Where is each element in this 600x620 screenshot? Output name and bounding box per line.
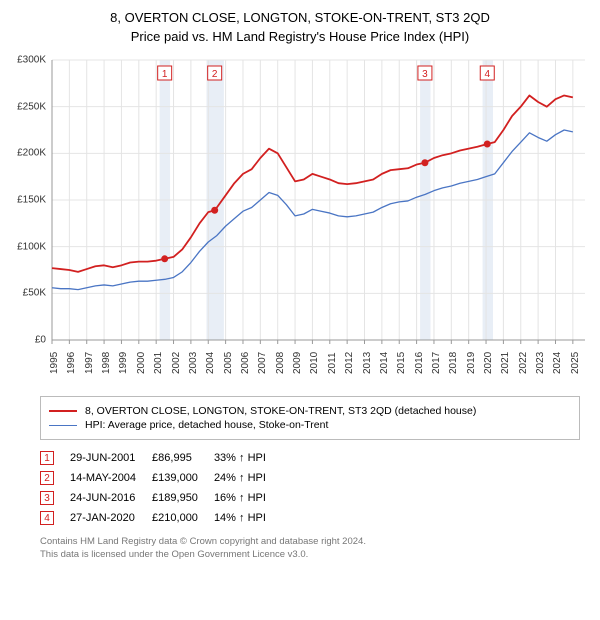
sale-pct: 14% ↑ HPI [214,508,282,528]
sale-badge: 2 [40,471,54,485]
x-tick-label: 2006 [240,352,251,374]
x-tick-label: 2008 [275,352,286,374]
x-tick-label: 1996 [66,352,77,374]
sale-pct: 33% ↑ HPI [214,448,282,468]
x-tick-label: 2007 [257,352,268,374]
y-tick-label: £150K [10,195,46,206]
sales-row: 4 27-JAN-2020£210,00014% ↑ HPI [40,508,282,528]
sales-row: 2 14-MAY-2004£139,00024% ↑ HPI [40,468,282,488]
svg-text:4: 4 [484,69,490,80]
title-address: 8, OVERTON CLOSE, LONGTON, STOKE-ON-TREN… [10,10,590,25]
x-tick-label: 2024 [552,352,563,374]
x-tick-label: 2019 [466,352,477,374]
y-tick-label: £100K [10,241,46,252]
y-tick-label: £50K [10,288,46,299]
x-tick-label: 1998 [101,352,112,374]
sale-badge: 3 [40,491,54,505]
x-tick-label: 1999 [118,352,129,374]
legend-swatch-subject [49,410,77,412]
y-tick-label: £300K [10,55,46,66]
legend-row-hpi: HPI: Average price, detached house, Stok… [49,419,571,431]
report-container: 8, OVERTON CLOSE, LONGTON, STOKE-ON-TREN… [0,0,600,572]
x-tick-label: 2004 [205,352,216,374]
sales-row: 3 24-JUN-2016£189,95016% ↑ HPI [40,488,282,508]
x-tick-label: 1997 [84,352,95,374]
x-tick-label: 2005 [223,352,234,374]
y-tick-label: £200K [10,148,46,159]
x-tick-label: 2013 [362,352,373,374]
x-tick-label: 2010 [309,352,320,374]
sale-date: 14-MAY-2004 [70,468,152,488]
sale-price: £210,000 [152,508,214,528]
sale-badge: 4 [40,511,54,525]
legend: 8, OVERTON CLOSE, LONGTON, STOKE-ON-TREN… [40,396,580,440]
price-chart: 1 2 3 4 £0 £50K £100K £150K £200K £250K £300K 1995 1… [10,50,590,390]
y-tick-label: £250K [10,101,46,112]
footer-line1: Contains HM Land Registry data © Crown c… [40,536,580,549]
sale-price: £139,000 [152,468,214,488]
sales-table: 1 29-JUN-2001£86,99533% ↑ HPI 2 14-MAY-2004… [40,448,282,528]
x-tick-label: 2023 [535,352,546,374]
x-tick-label: 2001 [153,352,164,374]
x-tick-label: 2009 [292,352,303,374]
sale-date: 24-JUN-2016 [70,488,152,508]
x-tick-label: 2016 [414,352,425,374]
legend-label-hpi: HPI: Average price, detached house, Stok… [85,419,328,431]
attribution-footer: Contains HM Land Registry data © Crown c… [40,536,580,562]
title-block: 8, OVERTON CLOSE, LONGTON, STOKE-ON-TREN… [10,10,590,44]
x-tick-label: 2014 [379,352,390,374]
y-tick-label: £0 [10,335,46,346]
sale-pct: 16% ↑ HPI [214,488,282,508]
x-tick-label: 2015 [396,352,407,374]
x-tick-label: 2017 [431,352,442,374]
legend-row-subject: 8, OVERTON CLOSE, LONGTON, STOKE-ON-TREN… [49,405,571,417]
sale-date: 29-JUN-2001 [70,448,152,468]
x-tick-label: 2000 [136,352,147,374]
x-tick-label: 2025 [570,352,581,374]
sale-date: 27-JAN-2020 [70,508,152,528]
x-tick-label: 2012 [344,352,355,374]
sale-price: £189,950 [152,488,214,508]
x-tick-label: 2020 [483,352,494,374]
x-tick-label: 2018 [448,352,459,374]
legend-label-subject: 8, OVERTON CLOSE, LONGTON, STOKE-ON-TREN… [85,405,476,417]
legend-swatch-hpi [49,425,77,426]
svg-text:1: 1 [162,69,168,80]
x-tick-label: 2003 [188,352,199,374]
sale-pct: 24% ↑ HPI [214,468,282,488]
title-subtitle: Price paid vs. HM Land Registry's House … [10,29,590,44]
x-tick-label: 2022 [518,352,529,374]
footer-line2: This data is licensed under the Open Gov… [40,549,580,562]
x-tick-label: 2021 [500,352,511,374]
sale-price: £86,995 [152,448,214,468]
x-tick-label: 1995 [49,352,60,374]
svg-text:3: 3 [422,69,428,80]
x-tick-label: 2002 [171,352,182,374]
sales-row: 1 29-JUN-2001£86,99533% ↑ HPI [40,448,282,468]
sale-badge: 1 [40,451,54,465]
svg-text:2: 2 [212,69,218,80]
x-tick-label: 2011 [327,352,338,374]
